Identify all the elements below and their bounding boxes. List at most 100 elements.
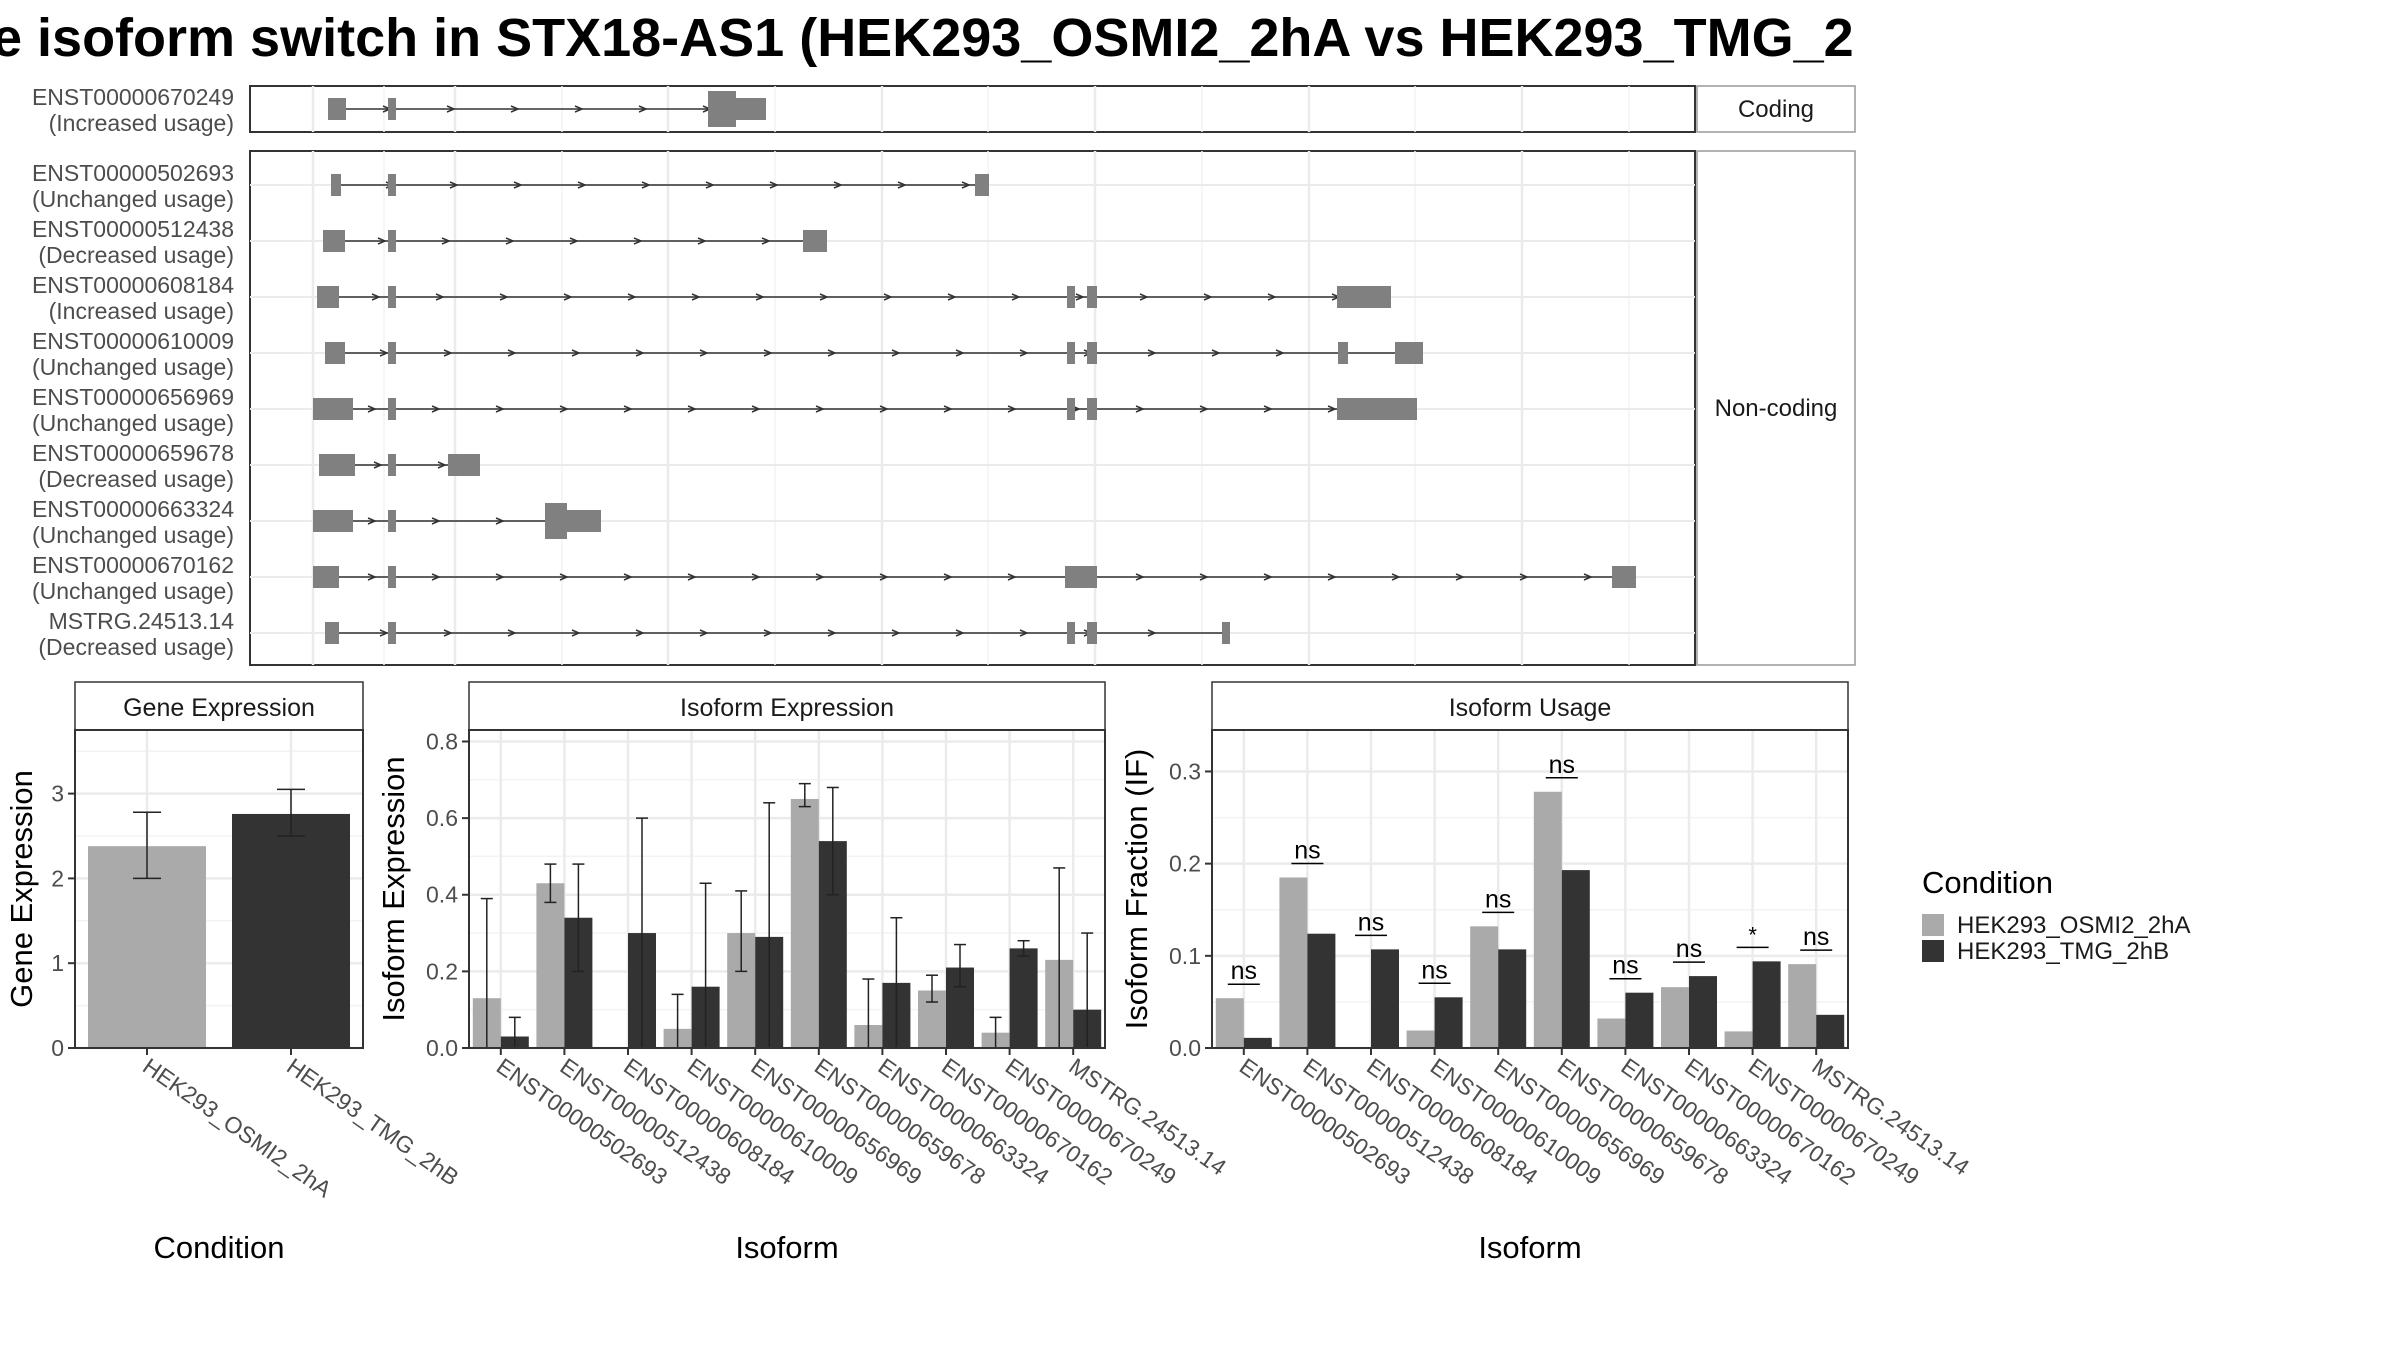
direction-arrow <box>699 629 709 637</box>
legend-swatch-tmg <box>1922 940 1944 962</box>
direction-arrow <box>1275 349 1285 357</box>
exon-block <box>331 174 341 196</box>
bar <box>1533 791 1562 1048</box>
exon-block <box>1087 286 1097 308</box>
direction-arrow <box>1519 573 1529 581</box>
coding-strip <box>1696 85 1856 133</box>
isoform-label-id: ENST00000670162 <box>32 552 234 578</box>
exon-block <box>448 454 480 476</box>
y-tick-label: 0.2 <box>1169 851 1201 877</box>
isoform-label-status: (Decreased usage) <box>38 634 234 660</box>
isoform-label-id: MSTRG.24513.14 <box>49 608 235 634</box>
isoform-label-id: ENST00000512438 <box>32 216 234 242</box>
isoform-expression-ylabel: Isoform Expression <box>376 756 411 1021</box>
legend: Condition HEK293_OSMI2_2hA HEK293_TMG_2h… <box>1922 865 2190 965</box>
direction-arrow <box>379 629 389 637</box>
direction-arrow <box>371 293 381 301</box>
bar <box>1689 976 1717 1048</box>
bar <box>88 846 206 1048</box>
gene-expression-strip <box>74 681 364 731</box>
exon-block <box>388 622 396 644</box>
direction-arrow <box>691 293 701 301</box>
direction-arrow <box>943 573 953 581</box>
direction-arrow <box>815 573 825 581</box>
gene-expression-bars <box>88 788 350 1048</box>
exon-block <box>708 91 736 127</box>
direction-arrow <box>559 405 569 413</box>
bar <box>1724 1031 1753 1048</box>
bar <box>1498 949 1527 1048</box>
bar <box>1215 998 1244 1048</box>
y-tick-label: 1 <box>51 950 64 976</box>
direction-arrow <box>441 237 451 245</box>
bar <box>1788 964 1817 1048</box>
noncoding-strip <box>1696 150 1856 666</box>
direction-arrow <box>833 181 843 189</box>
exon-block <box>388 510 396 532</box>
y-tick-label: 0.2 <box>426 958 458 984</box>
isoform-expression-plot-border <box>468 729 1106 1049</box>
direction-arrow <box>1075 293 1085 301</box>
direction-arrow <box>1455 573 1465 581</box>
bar <box>1661 987 1689 1048</box>
direction-arrow <box>1147 349 1157 357</box>
gene-expression-ylabel: Gene Expression <box>4 770 39 1008</box>
bar <box>1470 926 1499 1048</box>
isoform-label-status: (Unchanged usage) <box>32 522 234 548</box>
direction-arrow <box>507 629 517 637</box>
exon-block <box>1067 622 1075 644</box>
direction-arrow <box>1211 349 1221 357</box>
direction-arrow <box>571 349 581 357</box>
direction-arrow <box>367 573 377 581</box>
legend-title: Condition <box>1922 865 2053 900</box>
direction-arrow <box>373 461 383 469</box>
direction-arrow <box>827 349 837 357</box>
exon-block <box>1087 398 1097 420</box>
direction-arrow <box>961 181 971 189</box>
exon-block <box>1087 342 1097 364</box>
direction-arrow <box>437 461 447 469</box>
exon-block <box>319 454 355 476</box>
coding-strip-label: Coding <box>1738 96 1814 123</box>
noncoding-strip-label: Non-coding <box>1715 395 1838 422</box>
direction-arrow <box>431 517 441 525</box>
exon-block <box>1612 566 1636 588</box>
direction-arrow <box>1007 573 1017 581</box>
exon-block <box>1222 622 1230 644</box>
y-tick-label: 3 <box>51 781 64 807</box>
significance-label: ns <box>1803 923 1829 951</box>
y-tick-label: 0.0 <box>1169 1035 1201 1061</box>
direction-arrow <box>1391 573 1401 581</box>
bar <box>1371 949 1399 1048</box>
exon-block <box>1067 286 1075 308</box>
significance-label: ns <box>1676 935 1702 963</box>
direction-arrow <box>443 349 453 357</box>
direction-arrow <box>879 405 889 413</box>
direction-arrow <box>827 629 837 637</box>
bar <box>1625 992 1654 1048</box>
exon-block <box>317 286 339 308</box>
y-tick-label: 0.3 <box>1169 758 1201 784</box>
direction-arrow <box>891 629 901 637</box>
y-tick-label: 0.8 <box>426 728 458 754</box>
legend-swatch-osmi2 <box>1922 914 1944 936</box>
direction-arrow <box>879 573 889 581</box>
direction-arrow <box>763 349 773 357</box>
direction-arrow <box>499 293 509 301</box>
y-tick-label: 0 <box>51 1035 64 1061</box>
direction-arrow <box>1263 573 1273 581</box>
isoform-label-status: (Increased usage) <box>49 298 234 324</box>
significance-label: ns <box>1549 751 1575 779</box>
isoform-labels: ENST00000670249(Increased usage)ENST0000… <box>32 84 234 660</box>
direction-arrow <box>697 237 707 245</box>
direction-arrow <box>571 629 581 637</box>
exon-block <box>325 622 339 644</box>
direction-arrow <box>1007 405 1017 413</box>
exon-block <box>313 510 353 532</box>
direction-arrow <box>513 181 523 189</box>
bar <box>1434 997 1463 1048</box>
direction-arrow <box>635 629 645 637</box>
direction-arrow <box>1327 405 1337 413</box>
direction-arrow <box>569 237 579 245</box>
direction-arrow <box>574 105 584 113</box>
